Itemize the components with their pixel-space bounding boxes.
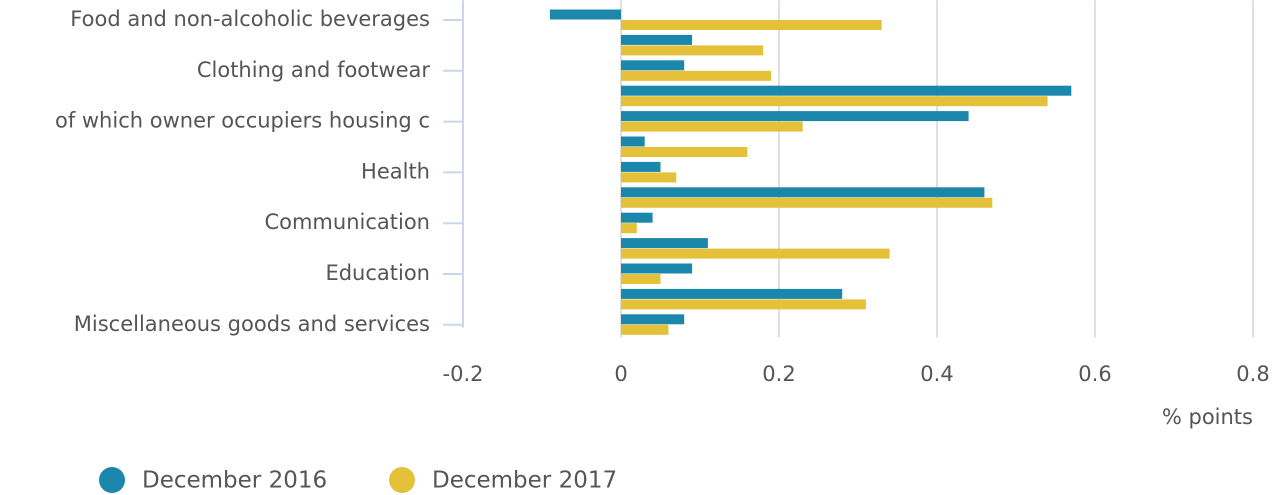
bar bbox=[621, 197, 993, 208]
bar bbox=[621, 299, 866, 310]
bar bbox=[621, 223, 637, 234]
x-tick-label: 0.8 bbox=[1236, 362, 1269, 386]
bar bbox=[621, 263, 693, 274]
bar bbox=[621, 274, 661, 284]
bar bbox=[621, 85, 1072, 96]
bar bbox=[621, 96, 1048, 107]
bar bbox=[549, 9, 621, 20]
legend-marker bbox=[99, 467, 125, 493]
bar bbox=[621, 60, 685, 71]
bar bbox=[621, 136, 645, 147]
x-axis-title: % points bbox=[1162, 405, 1253, 429]
y-tick-label: Miscellaneous goods and services bbox=[74, 312, 430, 336]
bar bbox=[621, 314, 685, 325]
y-tick-label: Health bbox=[361, 159, 430, 183]
y-tick-label: of which owner occupiers housing c bbox=[55, 109, 430, 133]
bar bbox=[621, 45, 764, 56]
y-tick-label: Clothing and footwear bbox=[197, 58, 431, 82]
x-tick-label: 0.2 bbox=[762, 362, 795, 386]
y-tick-label: Communication bbox=[264, 210, 430, 234]
y-tick-label: Education bbox=[325, 261, 430, 285]
x-tick-label: 0 bbox=[614, 362, 627, 386]
legend-marker bbox=[389, 467, 415, 493]
bar bbox=[621, 248, 890, 259]
legend-label: December 2016 bbox=[142, 468, 327, 494]
bar bbox=[621, 20, 882, 30]
bar bbox=[621, 161, 661, 172]
x-tick-label: 0.4 bbox=[920, 362, 953, 386]
x-tick-label: -0.2 bbox=[443, 362, 484, 386]
bar bbox=[621, 147, 748, 157]
bar bbox=[621, 212, 653, 223]
legend-label: December 2017 bbox=[432, 468, 617, 494]
x-tick-label: 0.6 bbox=[1078, 362, 1111, 386]
bar bbox=[621, 238, 708, 249]
bar bbox=[621, 70, 772, 81]
bar bbox=[621, 111, 969, 122]
bar bbox=[621, 121, 803, 132]
bar bbox=[621, 172, 677, 183]
bar bbox=[621, 324, 669, 335]
bar bbox=[621, 34, 693, 45]
y-tick-label: Food and non-alcoholic beverages bbox=[70, 7, 430, 31]
bar bbox=[621, 187, 985, 198]
bar bbox=[621, 288, 843, 299]
